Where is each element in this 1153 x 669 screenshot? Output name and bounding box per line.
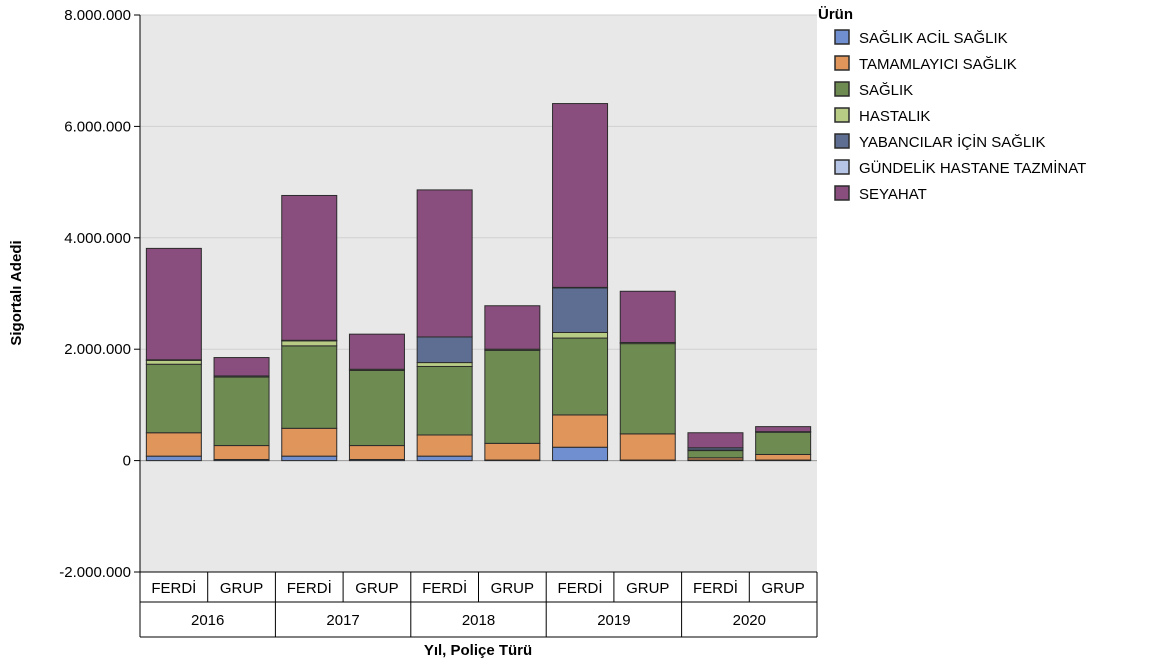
bar-segment bbox=[552, 103, 609, 288]
y-axis: -2.000.000 0 2.000.000 4.000.000 6.000.000 8.… bbox=[59, 7, 141, 581]
bar-segment bbox=[484, 349, 541, 444]
bar-segment bbox=[416, 455, 473, 462]
bar-segment bbox=[145, 359, 202, 365]
legend-label: GÜNDELİK HASTANE TAZMİNAT bbox=[859, 159, 1086, 177]
bar-segment bbox=[348, 333, 405, 370]
bars bbox=[145, 103, 812, 462]
legend-title: Ürün bbox=[818, 6, 853, 23]
legend-swatch bbox=[834, 107, 850, 123]
x-group-label: 2016 bbox=[191, 612, 224, 629]
x-group-label: 2017 bbox=[326, 612, 359, 629]
legend-swatch bbox=[834, 133, 850, 149]
bar-segment bbox=[619, 433, 676, 461]
legend-swatch bbox=[834, 81, 850, 97]
x-tick-label: FERDİ bbox=[422, 579, 467, 597]
legend-label: SEYAHAT bbox=[859, 186, 927, 203]
legend-label: TAMAMLAYICI SAĞLIK bbox=[859, 56, 1017, 73]
x-group-label: 2018 bbox=[462, 612, 495, 629]
bar-segment bbox=[281, 340, 338, 347]
bar-segment bbox=[552, 287, 609, 333]
bar-segment bbox=[145, 363, 202, 434]
bar-segment bbox=[281, 194, 338, 341]
bar-segment bbox=[416, 365, 473, 436]
x-tick-label: GRUP bbox=[761, 580, 804, 597]
x-axis: FERDİ GRUP FERDİ GRUP FERDİ GRUP FERDİ GRUP FERD… bbox=[139, 571, 818, 638]
legend-label: YABANCILAR İÇİN SAĞLIK bbox=[859, 133, 1045, 151]
bar-segment bbox=[145, 432, 202, 457]
bar-segment bbox=[552, 414, 609, 448]
bar-segment bbox=[213, 445, 270, 460]
bar-segment bbox=[281, 455, 338, 462]
legend-swatch bbox=[834, 29, 850, 45]
y-tick-label: 6.000.000 bbox=[64, 118, 131, 135]
x-tick-label: FERDİ bbox=[287, 579, 332, 597]
bar-segment bbox=[552, 331, 609, 339]
bar-segment bbox=[348, 369, 405, 447]
bar-segment bbox=[619, 290, 676, 344]
bar-segment bbox=[416, 336, 473, 364]
bar-segment bbox=[145, 247, 202, 361]
x-tick-label: GRUP bbox=[491, 580, 534, 597]
bar-segment bbox=[687, 450, 744, 459]
x-tick-label: GRUP bbox=[626, 580, 669, 597]
bar-segment bbox=[213, 357, 270, 377]
x-tick-label: GRUP bbox=[355, 580, 398, 597]
bar-segment bbox=[145, 455, 202, 462]
bar-segment bbox=[755, 453, 812, 461]
legend-swatch bbox=[834, 159, 850, 175]
bar-segment bbox=[416, 189, 473, 338]
y-tick-label: 8.000.000 bbox=[64, 7, 131, 24]
x-tick-label: FERDİ bbox=[151, 579, 196, 597]
y-tick-label: -2.000.000 bbox=[59, 564, 131, 581]
bar-segment bbox=[755, 431, 812, 455]
bar-segment bbox=[281, 345, 338, 429]
y-tick-label: 2.000.000 bbox=[64, 341, 131, 358]
x-tick-label: GRUP bbox=[220, 580, 263, 597]
bar-segment bbox=[552, 337, 609, 416]
bar-segment bbox=[619, 343, 676, 435]
legend-swatch bbox=[834, 185, 850, 201]
x-axis-title: Yıl, Poliçe Türü bbox=[424, 642, 532, 659]
legend-swatch bbox=[834, 55, 850, 71]
y-tick-label: 4.000.000 bbox=[64, 230, 131, 247]
x-group-label: 2020 bbox=[733, 612, 766, 629]
bar-segment bbox=[416, 434, 473, 457]
plot-area bbox=[140, 15, 817, 572]
x-group-label: 2019 bbox=[597, 612, 630, 629]
bar-segment bbox=[755, 426, 812, 433]
legend-label: SAĞLIK ACİL SAĞLIK bbox=[859, 29, 1008, 47]
legend-label: HASTALIK bbox=[859, 108, 930, 125]
bar-segment bbox=[687, 432, 744, 449]
y-tick-label: 0 bbox=[123, 453, 131, 470]
bar-segment bbox=[552, 446, 609, 462]
bar-segment bbox=[416, 362, 473, 367]
bar-segment bbox=[281, 427, 338, 457]
legend: Ürün SAĞLIK ACİL SAĞLIK TAMAMLAYICI SAĞLI… bbox=[818, 6, 1086, 203]
bar-segment bbox=[484, 305, 541, 350]
x-tick-label: FERDİ bbox=[693, 579, 738, 597]
x-tick-label: FERDİ bbox=[558, 579, 603, 597]
bar-segment bbox=[348, 445, 405, 460]
bar-segment bbox=[484, 442, 541, 461]
legend-label: SAĞLIK bbox=[859, 82, 913, 99]
bar-segment bbox=[213, 376, 270, 447]
y-axis-title: Sigortalı Adedi bbox=[8, 240, 25, 345]
